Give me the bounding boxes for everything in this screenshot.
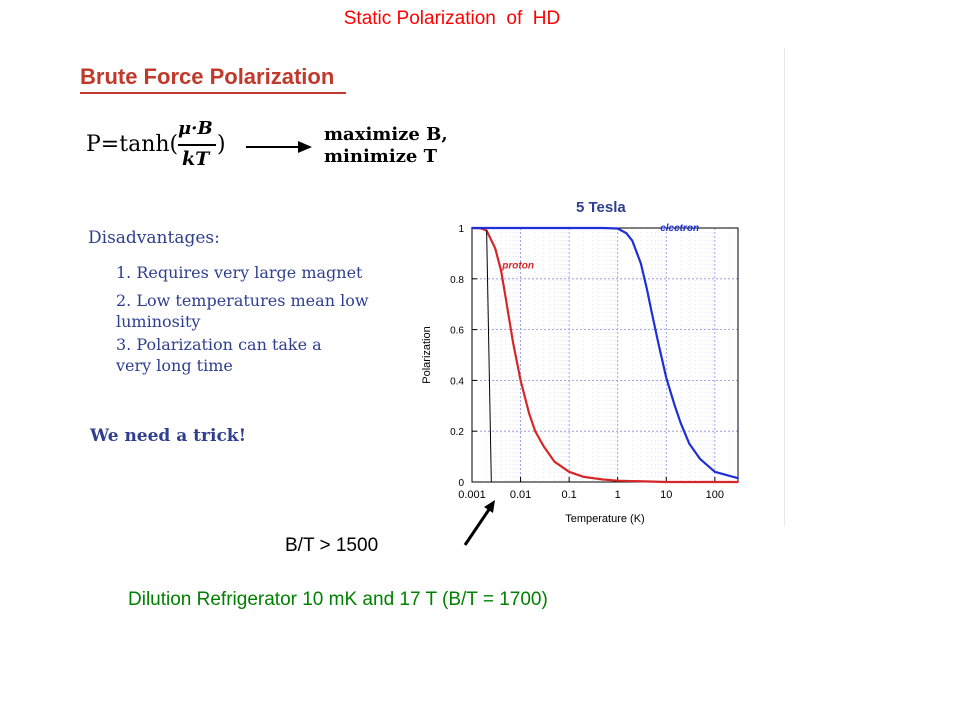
proton-data-point: [505, 298, 507, 300]
electron-data-point: [680, 422, 682, 425]
electron-data-point: [640, 262, 642, 265]
proton-data-point: [528, 412, 530, 415]
electron-data-point: [471, 227, 473, 229]
chart-series: proton electron: [471, 223, 739, 484]
proton-data-point: [553, 460, 556, 463]
formula-lhs: P=tanh(: [86, 132, 179, 157]
x-tick-label: 100: [706, 489, 724, 501]
x-tick-label: 0.1: [561, 489, 576, 501]
proton-data-point: [616, 479, 619, 482]
y-tick-label: 0.8: [450, 275, 464, 286]
electron-data-point: [673, 404, 676, 407]
proton-data-point: [500, 270, 503, 273]
disadvantage-item: 3. Polarization can take a very long tim…: [116, 335, 322, 375]
proton-data-point: [534, 430, 537, 433]
formula-denominator: kT: [182, 148, 210, 170]
proton-series-line: [471, 226, 738, 484]
bt-ratio-label: B/T > 1500: [285, 535, 379, 556]
proton-data-point: [519, 379, 522, 382]
y-tick-label: 0: [458, 478, 464, 489]
y-tick-label: 0.6: [450, 326, 464, 337]
electron-data-point: [699, 458, 702, 460]
proton-data-point: [602, 478, 604, 481]
x-tick-label: 1: [615, 489, 621, 501]
trick-text: We need a trick!: [90, 426, 247, 446]
x-tick-label: 0.001: [458, 489, 486, 501]
slide-title: Static Polarization of HD: [343, 8, 561, 29]
polarization-chart: 0.001 0.01 0.1 1 10 100 0 0.2 0.4 0.6 0.8 1 proton e…: [421, 199, 739, 525]
proton-data-point: [665, 481, 668, 483]
y-tick-label: 0.4: [450, 376, 464, 387]
electron-data-point: [713, 470, 716, 473]
proton-series-label: proton: [501, 261, 534, 272]
y-axis-label: Polarization: [421, 326, 433, 383]
electron-data-point: [568, 227, 570, 229]
proton-data-point: [494, 247, 497, 250]
right-arrow-icon: [246, 141, 312, 153]
electron-data-point: [737, 477, 739, 480]
proton-data-point: [737, 481, 739, 483]
section-heading: Brute Force Polarization: [80, 64, 335, 89]
electron-series-label: electron: [660, 223, 699, 234]
polarization-formula: P=tanh( μ·B kT ) maximize B, minimize T: [86, 118, 466, 178]
heading-underline: [80, 92, 346, 94]
proton-data-point: [512, 341, 514, 344]
electron-data-point: [646, 288, 648, 290]
electron-data-point: [657, 343, 660, 346]
electron-data-point: [602, 227, 604, 229]
x-tick-label: 10: [660, 489, 672, 501]
proton-data-point: [542, 445, 545, 448]
formula-result-line2: minimize T: [324, 146, 438, 167]
disadvantages-title: Disadvantages:: [88, 228, 220, 248]
x-axis-label: Temperature (K): [565, 513, 644, 525]
electron-data-point: [616, 227, 619, 230]
formula-close: ): [217, 132, 226, 157]
formula-numerator: μ·B: [178, 118, 213, 139]
y-tick-label: 0.2: [450, 427, 464, 438]
chart-title: 5 Tesla: [576, 199, 626, 216]
electron-data-point: [631, 239, 634, 242]
disadvantage-item: 1. Requires very large magnet: [116, 263, 363, 282]
dilution-refrigerator-text: Dilution Refrigerator 10 mK and 17 T (B/…: [128, 589, 548, 610]
disadvantage-item: 2. Low temperatures mean low luminosity: [116, 291, 369, 331]
x-tick-label: 0.01: [510, 489, 531, 501]
electron-data-point: [665, 377, 668, 379]
electron-data-point: [650, 310, 653, 313]
pointer-arrow-icon: [463, 500, 495, 546]
proton-data-point: [582, 476, 585, 478]
y-tick-label: 1: [458, 224, 464, 235]
fraction-bar: [178, 144, 216, 146]
annotation-line: [486, 230, 492, 483]
panel-divider: [784, 48, 785, 526]
proton-data-point: [568, 470, 570, 473]
axis-ticks: 0.001 0.01 0.1 1 10 100 0 0.2 0.4 0.6 0.8 1: [450, 224, 724, 501]
electron-data-point: [625, 232, 628, 234]
formula-result-line1: maximize B,: [324, 124, 448, 145]
electron-data-point: [688, 443, 691, 445]
